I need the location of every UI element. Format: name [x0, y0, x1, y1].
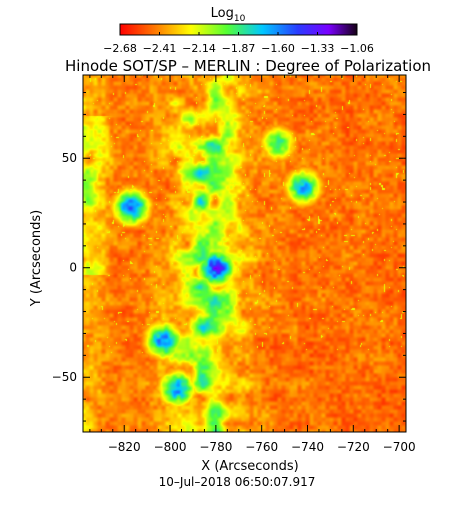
timestamp: 10–Jul–2018 06:50:07.917 — [159, 475, 316, 489]
x-tick-label: −800 — [154, 440, 187, 454]
colorbar-tick-label: −1.33 — [301, 42, 335, 55]
x-tick-label: −740 — [291, 440, 324, 454]
colorbar-label: Log10 — [211, 6, 246, 24]
x-axis-label: X (Arcseconds) — [201, 459, 298, 474]
chart-title: Hinode SOT/SP – MERLIN : Degree of Polar… — [65, 57, 431, 75]
colorbar-tick-label: −1.60 — [261, 42, 295, 55]
colorbar-ticks: −2.68 −2.41 −2.14 −1.87 −1.60 −1.33 −1.06 — [103, 32, 374, 55]
colorbar-tick-label: −2.14 — [182, 42, 216, 55]
x-tick-label: −720 — [337, 440, 370, 454]
y-tick-label: 50 — [62, 151, 77, 165]
x-tick-label: −700 — [383, 440, 416, 454]
y-axis-label: Y (Arcseconds) — [29, 210, 44, 307]
y-tick-label: 0 — [69, 261, 77, 275]
heatmap-image — [83, 75, 406, 432]
colorbar-tick-label: −1.06 — [340, 42, 374, 55]
colorbar-tick-label: −2.41 — [143, 42, 177, 55]
x-axis: −820 −800 −780 −760 −740 −720 −700 — [89, 75, 416, 454]
colorbar-tick-label: −1.87 — [222, 42, 256, 55]
x-tick-label: −760 — [245, 440, 278, 454]
colorbar-tick-label: −2.68 — [103, 42, 137, 55]
x-tick-label: −780 — [199, 440, 232, 454]
y-tick-label: −50 — [52, 370, 77, 384]
x-tick-label: −820 — [108, 440, 141, 454]
y-axis: −50 0 50 — [52, 92, 406, 422]
plot-frame — [82, 74, 407, 433]
